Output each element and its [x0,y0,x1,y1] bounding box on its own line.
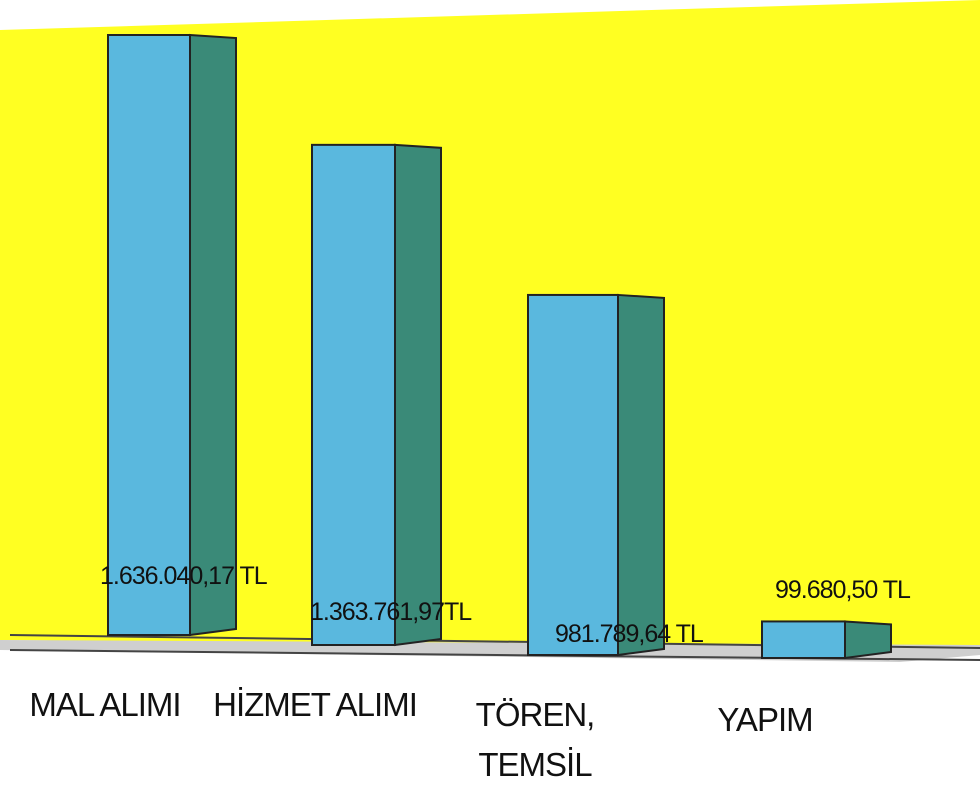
bar-side [189,33,237,637]
back-wall [0,0,980,650]
category-label: TÖREN, TEMSİL [475,696,596,783]
category-label: MAL ALIMI [29,686,181,723]
value-label: 1.363.761,97TL [310,598,472,626]
bar [107,34,191,636]
bar-side [617,293,665,657]
bar [311,143,396,646]
category-label: YAPIM [717,701,813,738]
value-label: 981.789,64 TL [555,620,704,648]
bar [527,293,619,656]
bar-side [844,620,892,660]
category-label: HİZMET ALIMI [213,686,418,723]
bar-side [394,143,442,647]
value-label: 1.636.040,17 TL [100,562,268,590]
value-label: 99.680,50 TL [775,576,911,604]
bar [761,620,846,659]
